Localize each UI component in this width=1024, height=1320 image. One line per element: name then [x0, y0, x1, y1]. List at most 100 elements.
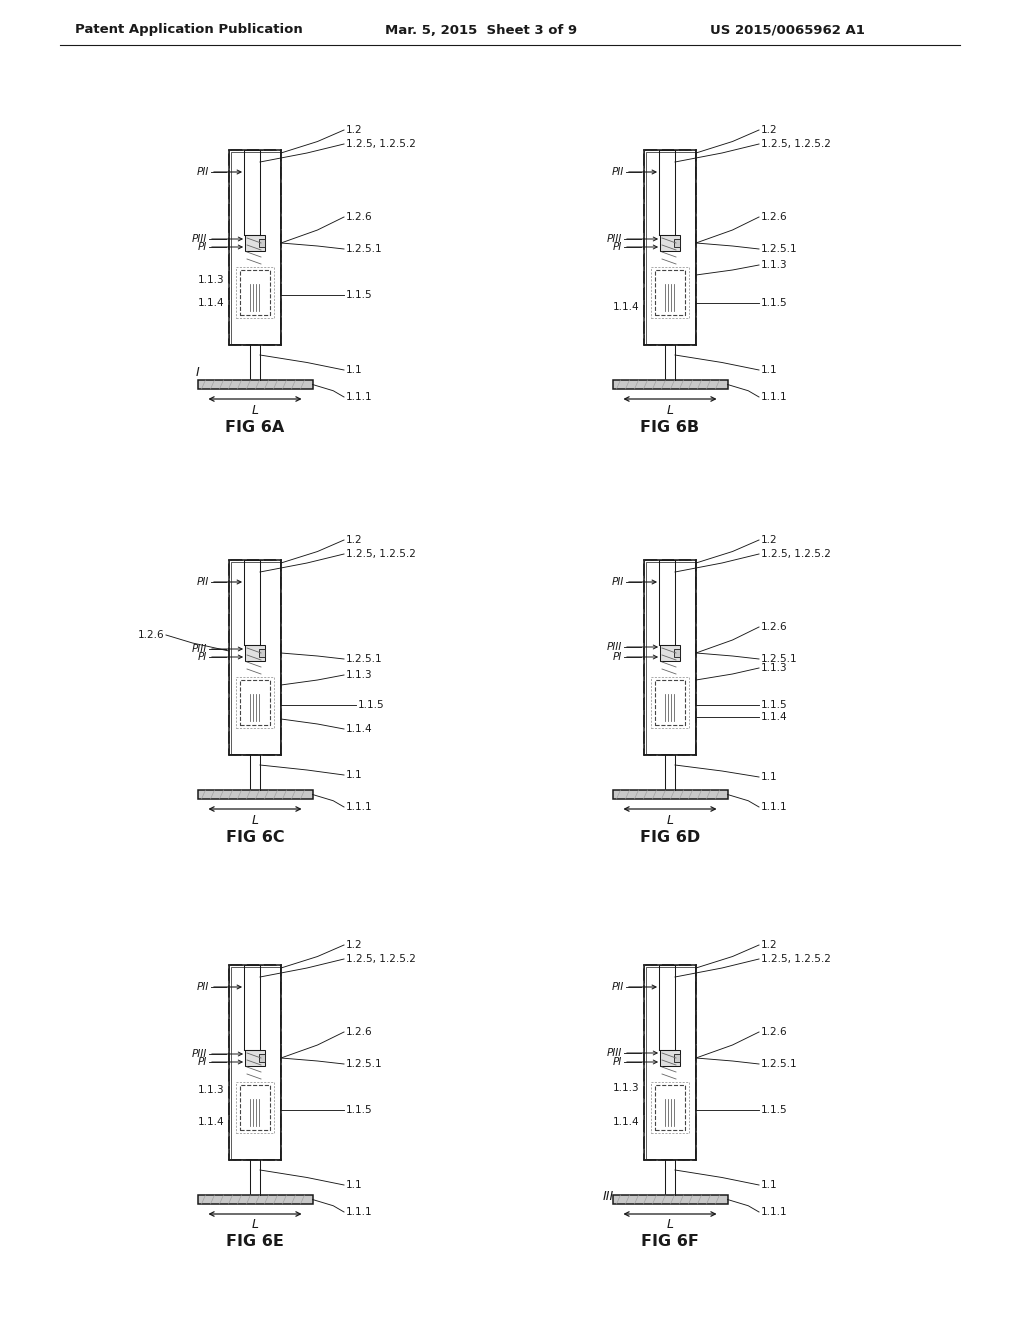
Text: PIII: PIII: [607, 234, 622, 244]
Text: 1.1.1: 1.1.1: [761, 803, 787, 812]
Text: PII: PII: [611, 982, 624, 993]
Text: 1.2: 1.2: [346, 125, 362, 135]
Text: L: L: [252, 813, 258, 826]
Text: 1.2.5, 1.2.5.2: 1.2.5, 1.2.5.2: [346, 139, 416, 149]
Text: I: I: [196, 366, 199, 379]
Bar: [644, 965, 696, 1160]
Text: PI: PI: [612, 1057, 622, 1067]
Text: 1.2.6: 1.2.6: [346, 1027, 373, 1038]
Bar: [660, 645, 680, 661]
Text: 1.2.6: 1.2.6: [761, 622, 787, 632]
Bar: [651, 267, 689, 318]
Text: 1.2.5.1: 1.2.5.1: [346, 653, 383, 664]
Text: 1.2.5, 1.2.5.2: 1.2.5, 1.2.5.2: [761, 549, 830, 558]
Bar: [674, 239, 680, 247]
Text: L: L: [667, 813, 674, 826]
Text: 1.2.5.1: 1.2.5.1: [346, 1059, 383, 1069]
Text: PII: PII: [197, 168, 209, 177]
Text: 1.1: 1.1: [346, 1180, 362, 1191]
Text: PIII: PIII: [191, 644, 207, 653]
Bar: [245, 1049, 265, 1067]
Text: 1.1.1: 1.1.1: [346, 392, 373, 403]
Text: PII: PII: [197, 982, 209, 993]
Text: FIG 6E: FIG 6E: [226, 1234, 284, 1250]
Text: 1.1.4: 1.1.4: [612, 302, 639, 312]
Text: 1.1.5: 1.1.5: [761, 298, 787, 308]
Text: PIII: PIII: [607, 1048, 622, 1059]
Text: 1.2.6: 1.2.6: [761, 213, 787, 222]
Text: 1.2.6: 1.2.6: [761, 1027, 787, 1038]
Text: 1.2.6: 1.2.6: [137, 630, 164, 640]
Bar: [645, 152, 694, 343]
Text: 1.1.1: 1.1.1: [346, 1206, 373, 1217]
Text: III: III: [603, 1191, 614, 1204]
Text: 1.2.5.1: 1.2.5.1: [761, 653, 798, 664]
Text: 1.2: 1.2: [761, 940, 777, 950]
Text: 1.1.3: 1.1.3: [198, 275, 224, 285]
Text: FIG 6C: FIG 6C: [225, 829, 285, 845]
Bar: [245, 235, 265, 251]
Text: 1.2.5, 1.2.5.2: 1.2.5, 1.2.5.2: [346, 954, 416, 964]
Text: L: L: [252, 1218, 258, 1232]
Bar: [229, 560, 281, 755]
Bar: [230, 561, 280, 754]
Text: PII: PII: [611, 577, 624, 587]
Text: 1.1.4: 1.1.4: [198, 1117, 224, 1127]
Bar: [655, 271, 685, 315]
Bar: [645, 561, 694, 754]
Bar: [644, 150, 696, 345]
Text: 1.1.1: 1.1.1: [346, 803, 373, 812]
Text: 1.1.3: 1.1.3: [346, 671, 373, 680]
Bar: [612, 380, 727, 389]
Text: 1.2: 1.2: [761, 535, 777, 545]
Text: 1.1.1: 1.1.1: [761, 392, 787, 403]
Text: 1.1: 1.1: [346, 770, 362, 780]
Text: 1.2.5, 1.2.5.2: 1.2.5, 1.2.5.2: [761, 954, 830, 964]
Text: 1.1.3: 1.1.3: [612, 1082, 639, 1093]
Text: 1.1.3: 1.1.3: [761, 260, 787, 271]
Text: FIG 6D: FIG 6D: [640, 829, 700, 845]
Text: 1.2.6: 1.2.6: [346, 213, 373, 222]
Text: PI: PI: [198, 652, 207, 663]
Bar: [259, 649, 265, 657]
Bar: [198, 1195, 312, 1204]
Bar: [230, 966, 280, 1159]
Bar: [236, 267, 274, 318]
Bar: [229, 965, 281, 1160]
Bar: [644, 965, 696, 1160]
Text: 1.2.5.1: 1.2.5.1: [761, 244, 798, 253]
Bar: [259, 239, 265, 247]
Bar: [240, 1085, 270, 1130]
Bar: [198, 380, 312, 389]
Bar: [655, 1085, 685, 1130]
Text: PI: PI: [198, 1057, 207, 1067]
Text: FIG 6F: FIG 6F: [641, 1234, 699, 1250]
Text: 1.2: 1.2: [761, 125, 777, 135]
Text: 1.2.5, 1.2.5.2: 1.2.5, 1.2.5.2: [761, 139, 830, 149]
Text: 1.1: 1.1: [346, 366, 362, 375]
Text: PIII: PIII: [191, 1049, 207, 1059]
Text: 1.1.4: 1.1.4: [761, 711, 787, 722]
Bar: [240, 680, 270, 725]
Bar: [236, 677, 274, 729]
Bar: [612, 1195, 727, 1204]
Bar: [655, 680, 685, 725]
Text: US 2015/0065962 A1: US 2015/0065962 A1: [710, 24, 865, 37]
Text: 1.1.3: 1.1.3: [761, 663, 787, 673]
Text: FIG 6B: FIG 6B: [640, 420, 699, 434]
Text: 1.2: 1.2: [346, 535, 362, 545]
Bar: [229, 965, 281, 1160]
Bar: [651, 677, 689, 729]
Text: 1.1.5: 1.1.5: [346, 290, 373, 300]
Text: 1.1.4: 1.1.4: [612, 1117, 639, 1127]
Text: PI: PI: [612, 242, 622, 252]
Bar: [651, 1082, 689, 1133]
Bar: [644, 560, 696, 755]
Bar: [612, 789, 727, 799]
Text: 1.1.5: 1.1.5: [761, 1105, 787, 1115]
Bar: [674, 1053, 680, 1063]
Text: 1.1.5: 1.1.5: [346, 1105, 373, 1115]
Text: 1.1.5: 1.1.5: [358, 700, 385, 710]
Bar: [229, 150, 281, 345]
Text: FIG 6A: FIG 6A: [225, 420, 285, 434]
